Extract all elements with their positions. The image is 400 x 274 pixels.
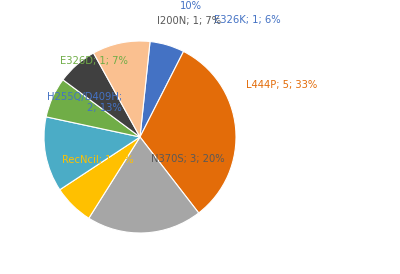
Wedge shape [140,52,236,213]
Text: RecNcil; 1; 7%: RecNcil; 1; 7% [62,156,134,165]
Wedge shape [46,80,140,137]
Text: E326K; 1; 6%: E326K; 1; 6% [214,15,281,25]
Text: L444P; 5; 33%: L444P; 5; 33% [246,80,317,90]
Wedge shape [60,137,140,218]
Text: Other
10%: Other 10% [176,0,204,11]
Text: N370S; 3; 20%: N370S; 3; 20% [151,154,225,164]
Text: I200N; 1; 7%: I200N; 1; 7% [157,16,221,26]
Wedge shape [89,137,199,233]
Wedge shape [140,42,184,137]
Text: E326D; 1; 7%: E326D; 1; 7% [60,56,128,65]
Text: H255Q/D409H;
2; 13%: H255Q/D409H; 2; 13% [47,92,122,113]
Wedge shape [94,41,150,137]
Wedge shape [44,117,140,190]
Wedge shape [63,53,140,137]
